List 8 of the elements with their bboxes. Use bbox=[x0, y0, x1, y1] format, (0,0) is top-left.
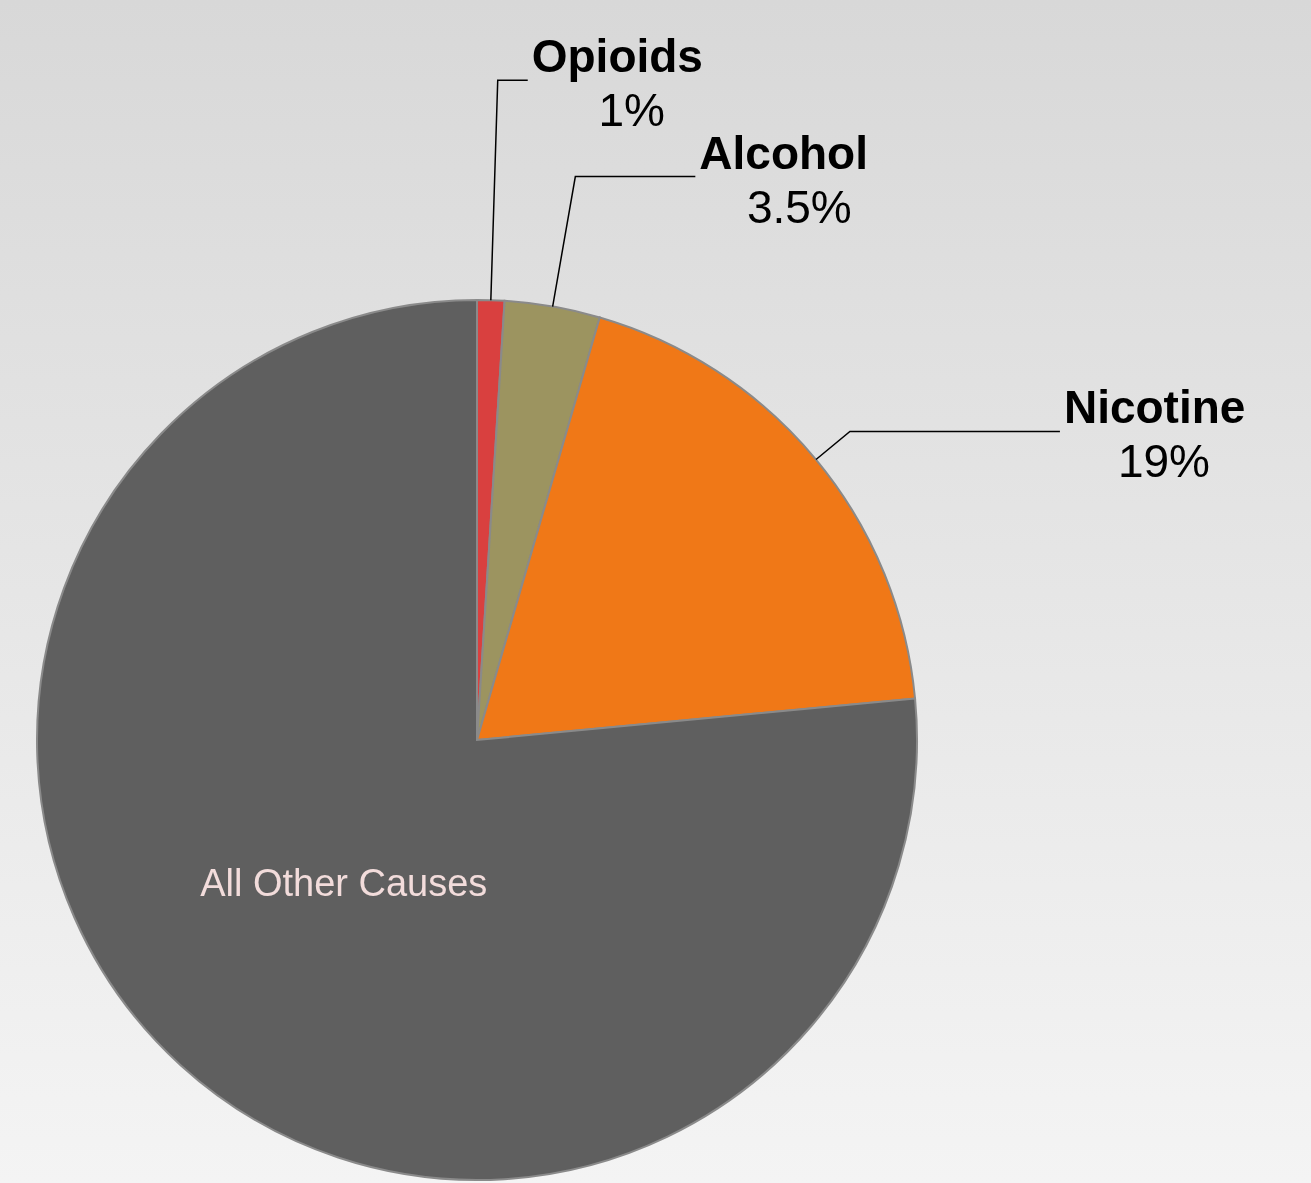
slice-label: Alcohol bbox=[699, 126, 869, 179]
data-label: 3.5% bbox=[746, 180, 852, 233]
data-label: 19% bbox=[1117, 435, 1210, 488]
pie-slice bbox=[36, 299, 918, 1181]
data-label: 1% bbox=[598, 84, 665, 137]
slice-label: Nicotine bbox=[1063, 381, 1246, 434]
slice-label: Opioids bbox=[531, 30, 703, 83]
slice-label: All Other Causes bbox=[200, 862, 488, 905]
